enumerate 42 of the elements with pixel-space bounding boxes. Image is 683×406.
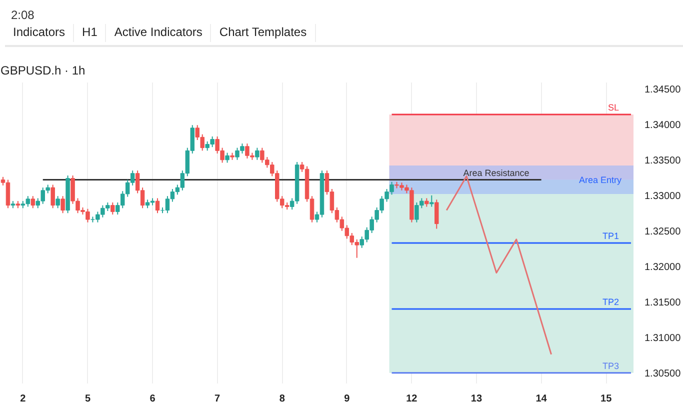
x-tick-label: 13	[470, 394, 482, 404]
y-tick-label: 1.32500	[644, 226, 682, 238]
y-tick-label: 1.30500	[644, 368, 682, 380]
x-tick-label: 5	[84, 394, 91, 404]
x-tick-label: 9	[344, 394, 350, 404]
x-tick-label: 8	[279, 394, 286, 404]
y-tick-label: 1.31500	[644, 297, 682, 308]
series-label: TP2	[602, 296, 620, 307]
series-label: TP1	[602, 230, 620, 241]
text: Chart Templates	[211, 24, 316, 42]
candlestick	[30, 196, 36, 209]
x-tick-label: 12	[406, 394, 418, 404]
candlestick	[225, 152, 230, 164]
x-tick-label: 6	[150, 394, 156, 404]
series-label: TP3	[602, 360, 620, 371]
y-tick-label: 1.34000	[644, 120, 682, 131]
text: H1	[74, 24, 106, 42]
text: Indicators	[5, 24, 74, 42]
candlestick	[430, 194, 434, 208]
y-tick-label: 1.33500	[644, 155, 682, 166]
band-label: Area Entry	[578, 174, 622, 185]
text: 2:08	[10, 7, 36, 22]
chart-title: GBPUSD.h · 1h	[0, 64, 86, 78]
candlestick	[255, 147, 260, 160]
x-tick-label: 2	[20, 394, 26, 404]
candlestick	[56, 196, 60, 209]
x-tick-label: 15	[600, 394, 612, 404]
x-tick-label: 14	[536, 394, 548, 404]
candlestick	[434, 199, 439, 230]
series-label: SL	[608, 102, 620, 112]
candlestick	[155, 198, 160, 214]
text: Active Indicators	[106, 24, 212, 42]
series-label: Area Resistance	[463, 168, 530, 178]
candlestick	[50, 184, 55, 209]
x-tick-label: 7	[214, 394, 221, 404]
line-series	[446, 175, 552, 356]
y-tick-label: 1.32000	[644, 262, 682, 273]
y-tick-label: 1.31000	[644, 332, 682, 344]
candlestick	[60, 196, 65, 214]
y-tick-label: 1.33000	[644, 190, 682, 202]
y-tick-label: 1.34500	[644, 84, 682, 96]
candlestick	[110, 202, 115, 216]
